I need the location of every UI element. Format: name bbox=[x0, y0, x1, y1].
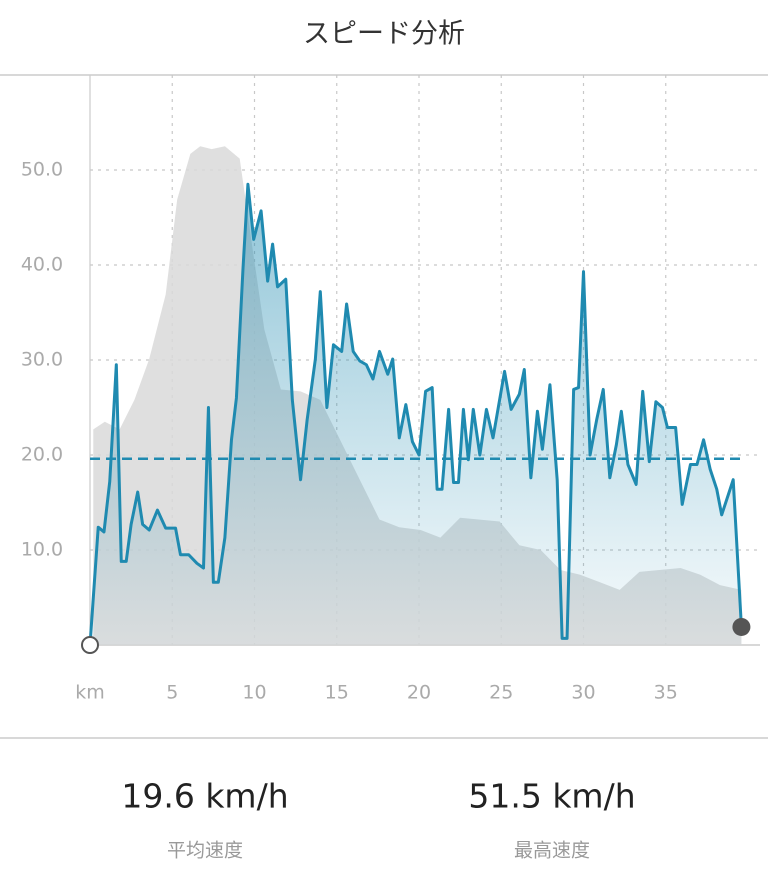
speed-line bbox=[88, 182, 743, 646]
stat-value: 51.5 km/h bbox=[468, 777, 635, 816]
start-marker bbox=[81, 636, 99, 654]
speed-area bbox=[90, 184, 742, 645]
x-tick-label: 30 bbox=[571, 682, 595, 704]
x-tick-label: 35 bbox=[654, 682, 678, 704]
stat-label: 最高速度 bbox=[514, 840, 590, 862]
y-tick-label: 10.0 bbox=[21, 539, 63, 561]
end-marker bbox=[732, 617, 751, 636]
y-tick-label: 20.0 bbox=[21, 444, 63, 466]
y-tick-label: 30.0 bbox=[21, 349, 63, 371]
plot: 10.0 20.0 30.0 40.0 50.0 km 5 10 15 20 25 30 35 bbox=[21, 75, 760, 704]
x-tick-label: 15 bbox=[325, 682, 349, 704]
x-tick-label: 5 bbox=[166, 682, 178, 704]
x-tick-label: 10 bbox=[242, 682, 266, 704]
x-tick-label: 20 bbox=[407, 682, 431, 704]
y-tick-label: 50.0 bbox=[21, 159, 63, 181]
x-tick-label: 25 bbox=[489, 682, 513, 704]
stat-label: 平均速度 bbox=[167, 840, 243, 862]
title: スピード分析 bbox=[303, 19, 465, 50]
stat-value: 19.6 km/h bbox=[121, 777, 288, 816]
x-tick-label: km bbox=[75, 682, 105, 704]
y-tick-label: 40.0 bbox=[21, 254, 63, 276]
